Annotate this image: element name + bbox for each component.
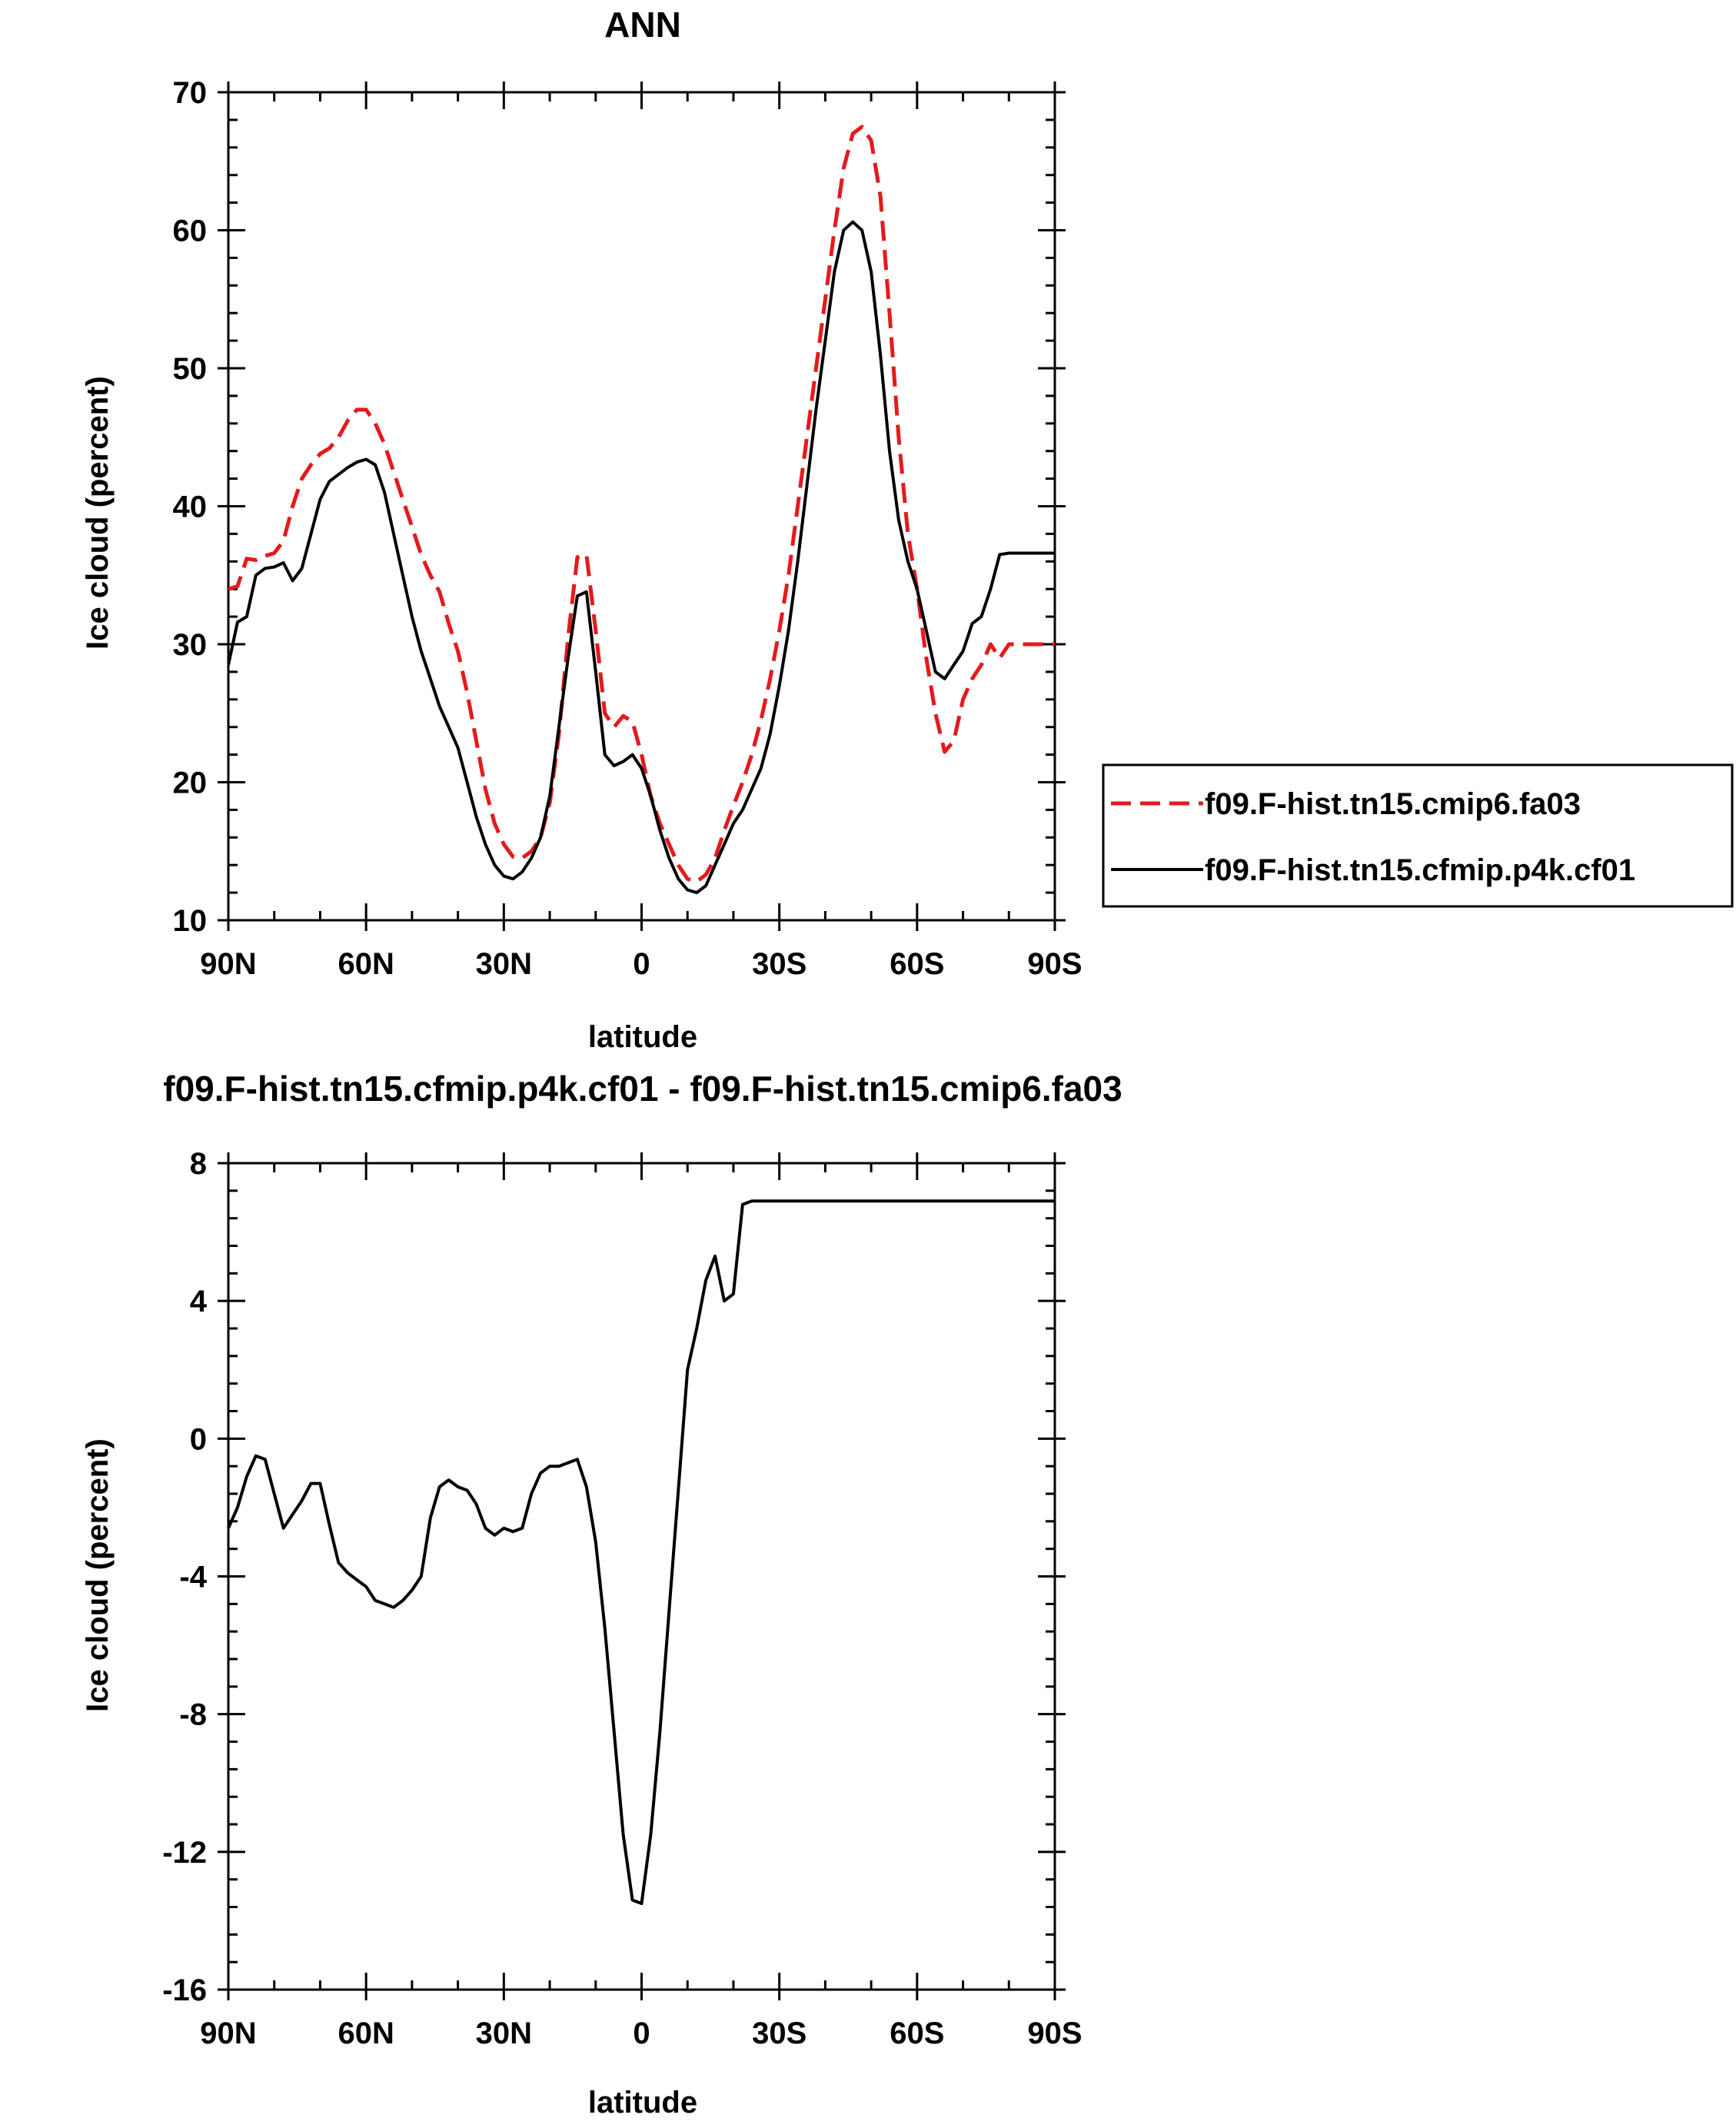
top-y-axis-label: Ice cloud (percent) [81, 376, 115, 650]
top-y-tick-label: 60 [173, 214, 208, 248]
bottom-x-tick-label: 30N [476, 2017, 532, 2050]
top-y-tick-label: 40 [173, 490, 208, 524]
bottom-y-tick-label: -4 [179, 1561, 207, 1594]
bottom-y-tick-label: 8 [190, 1147, 207, 1181]
top-y-tick-label: 50 [173, 352, 208, 386]
bottom-plot-area: 90N 60N 30N 0 30S 60S 90S -16 -12 -8 -4 0 4 8 [162, 1147, 1082, 2050]
bottom-x-tick-label: 30S [752, 2017, 806, 2050]
top-y-tick-label: 10 [173, 904, 208, 938]
top-x-tick-label: 90N [200, 947, 256, 981]
top-plot-area: 90N 60N 30N 0 30S 60S 90S 10 20 30 40 50 60 70 [173, 76, 1083, 981]
top-panel: ANN 90N 60N 30N 0 30S 60S 90S 10 20 30 40 50 60 70 Ic… [81, 5, 1734, 1054]
bottom-x-tick-label: 60N [338, 2017, 394, 2050]
top-x-tick-label: 90S [1027, 947, 1082, 981]
top-y-tick-label: 20 [173, 766, 208, 800]
top-x-tick-label: 30S [752, 947, 806, 981]
top-x-tick-label: 30N [476, 947, 532, 981]
bottom-x-tick-label: 90N [200, 2017, 256, 2050]
legend: f09.F-hist.tn15.cmip6.fa03 f09.F-hist.tn1… [1102, 763, 1734, 908]
bottom-y-tick-label: -16 [162, 1973, 207, 2007]
top-chart-title: ANN [604, 5, 681, 45]
bottom-x-axis-label: latitude [588, 2086, 697, 2120]
top-x-axis-label: latitude [588, 1020, 697, 1054]
bottom-y-tick-label: -12 [162, 1836, 207, 1870]
legend-box [1102, 763, 1734, 908]
top-x-tick-label: 60S [890, 947, 944, 981]
top-plot-frame [227, 91, 1056, 922]
legend-label-0: f09.F-hist.tn15.cmip6.fa03 [1205, 787, 1581, 821]
legend-label-1: f09.F-hist.tn15.cfmip.p4k.cf01 [1205, 853, 1635, 887]
top-series-line-1 [228, 220, 1055, 895]
top-y-tick-label: 70 [173, 76, 208, 110]
bottom-chart-title: f09.F-hist.tn15.cfmip.p4k.cf01 - f09.F-h… [163, 1069, 1122, 1109]
bottom-x-tick-label: 60S [890, 2017, 944, 2050]
bottom-y-tick-label: -8 [179, 1698, 207, 1732]
bottom-panel: f09.F-hist.tn15.cfmip.p4k.cf01 - f09.F-h… [81, 1069, 1122, 2120]
bottom-y-tick-label: 0 [190, 1422, 207, 1456]
top-x-tick-label: 60N [338, 947, 394, 981]
bottom-y-tick-label: 4 [190, 1285, 208, 1318]
bottom-y-axis-label: Ice cloud (percent) [81, 1438, 115, 1712]
bottom-x-tick-label: 90S [1027, 2017, 1082, 2050]
top-y-tick-label: 30 [173, 628, 208, 662]
bottom-series-line-0 [228, 1199, 1055, 1905]
top-x-tick-label: 0 [633, 947, 650, 981]
bottom-x-tick-label: 0 [633, 2017, 650, 2050]
